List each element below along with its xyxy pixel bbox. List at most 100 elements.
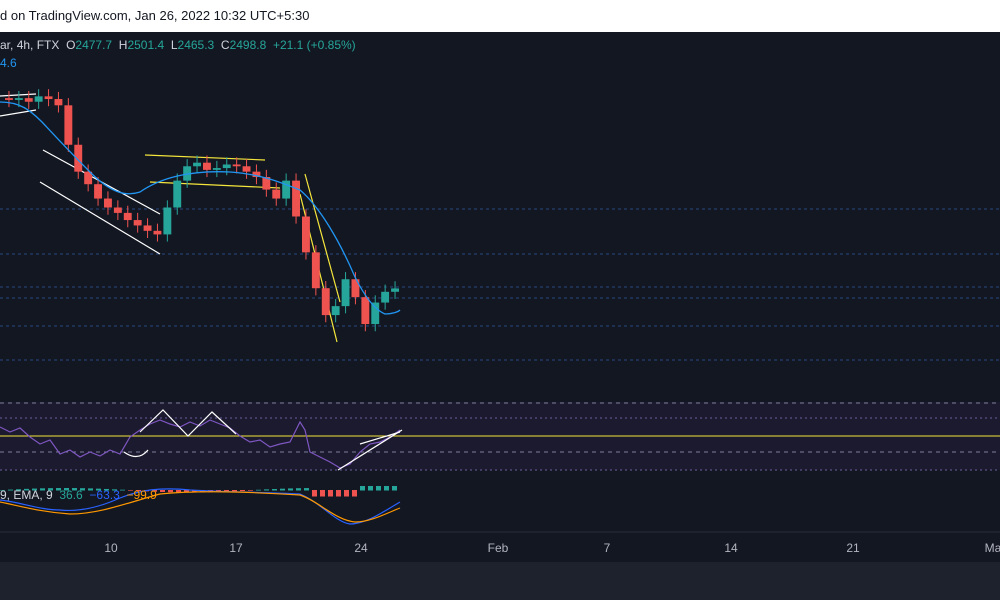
macd-hist-bar — [288, 488, 293, 491]
x-tick: 7 — [604, 541, 611, 555]
candle-body — [153, 230, 162, 235]
x-tick: Feb — [488, 541, 509, 555]
candle-body — [311, 252, 320, 289]
macd-signal-value: −99.9 — [126, 488, 157, 502]
candle-body — [14, 98, 23, 100]
candles — [5, 89, 399, 332]
macd-hist-bar — [240, 490, 245, 492]
macd-signal-line — [0, 491, 401, 523]
macd-hist-bar — [160, 490, 165, 493]
candle-body — [371, 302, 380, 325]
candle-body — [94, 184, 102, 199]
macd-hist-bar — [224, 490, 229, 492]
candle-body — [5, 98, 13, 100]
macd-hist-bar — [368, 486, 373, 491]
macd-hist-bar — [352, 490, 357, 497]
candle-body — [232, 164, 241, 167]
macd-pane — [0, 486, 401, 525]
macd-hist-bar — [152, 490, 157, 492]
macd-hist-bar — [112, 489, 117, 491]
candle-body — [391, 288, 399, 292]
macd-params: 9, EMA, 9 — [0, 488, 53, 502]
macd-hist-bar — [128, 490, 133, 491]
macd-hist-bar — [32, 488, 37, 491]
macd-hist-bar — [280, 488, 285, 491]
macd-legend: 9, EMA, 9 36.6 −63.3 −99.9 — [0, 488, 157, 502]
macd-hist-bar — [48, 488, 53, 491]
macd-hist-bar — [64, 488, 69, 491]
ema-line — [0, 101, 401, 315]
macd-hist-bar — [72, 488, 77, 491]
low-label: L — [170, 38, 178, 52]
macd-hist-bar — [176, 490, 181, 493]
low-value: 2465.3 — [177, 38, 215, 52]
macd-hist-bar — [80, 488, 85, 491]
candle-body — [321, 288, 330, 316]
candle-body — [282, 180, 291, 199]
macd-hist-bar — [320, 490, 325, 497]
candle-body — [361, 297, 370, 325]
candle-body — [381, 291, 390, 303]
macd-hist-bar — [24, 488, 29, 491]
macd-hist-bar — [96, 488, 101, 491]
macd-hist-bar — [336, 490, 341, 497]
candle-body — [242, 166, 251, 172]
symbol-name: ar — [0, 38, 11, 52]
macd-hist-bar — [248, 490, 253, 491]
x-tick: 17 — [229, 541, 243, 555]
candle-body — [104, 198, 112, 208]
rsi-line — [0, 419, 401, 469]
candle-body — [331, 306, 340, 316]
macd-hist-bar — [296, 488, 301, 491]
candle-body — [113, 207, 122, 213]
price-levels — [0, 208, 1000, 361]
candle-body — [212, 168, 221, 170]
change-value: +21.1 (+0.85%) — [272, 38, 356, 52]
macd-hist-bar — [360, 486, 365, 491]
close-value: 2498.8 — [229, 38, 267, 52]
header-text: d on TradingView.com, Jan 26, 2022 10:32… — [0, 8, 310, 23]
macd-hist-bar — [312, 490, 317, 497]
time-axis: 10 17 24 Feb 7 14 21 Ma — [0, 531, 1000, 555]
candle-body — [123, 212, 132, 221]
symbol-info-line: ar, 4h, FTX O2477.7 H2501.4 L2465.3 C249… — [0, 38, 356, 52]
macd-hist-bar — [40, 488, 45, 491]
macd-value: −63.3 — [89, 488, 120, 502]
bottom-toolbar — [0, 562, 1000, 600]
open-value: 2477.7 — [75, 38, 113, 52]
close-label: C — [220, 38, 230, 52]
x-tick: 24 — [354, 541, 368, 555]
rsi-pane — [0, 402, 1000, 471]
high-label: H — [118, 38, 128, 52]
descending-channel — [0, 93, 161, 255]
macd-hist-bar — [184, 490, 189, 493]
candle-body — [74, 144, 83, 172]
exchange: FTX — [36, 38, 60, 52]
watermark-header: d on TradingView.com, Jan 26, 2022 10:32… — [0, 0, 1000, 32]
chart-canvas[interactable]: 10 17 24 Feb 7 14 21 Ma — [0, 32, 1000, 562]
macd-hist-bar — [232, 490, 237, 492]
candle-body — [34, 96, 43, 102]
macd-hist-bar — [304, 488, 309, 491]
macd-line — [0, 488, 401, 525]
candle-body — [84, 171, 93, 185]
macd-hist-bar — [104, 488, 109, 491]
candle-body — [222, 164, 231, 169]
candle-body — [143, 225, 152, 231]
x-tick: Ma — [985, 541, 1000, 555]
candle-body — [272, 189, 281, 199]
x-tick: 21 — [846, 541, 860, 555]
macd-hist-bar — [16, 489, 21, 491]
candle-body — [203, 162, 211, 170]
macd-hist-bar — [264, 489, 269, 491]
candle-body — [64, 105, 73, 145]
macd-hist-bar — [392, 486, 397, 491]
candle-body — [173, 180, 182, 208]
candle-body — [292, 180, 300, 217]
macd-hist-bar — [88, 488, 93, 491]
macd-hist-bar — [120, 489, 125, 491]
high-value: 2501.4 — [127, 38, 165, 52]
macd-hist-bar — [376, 486, 381, 491]
open-label: O — [66, 38, 76, 52]
candle-body — [163, 207, 172, 235]
